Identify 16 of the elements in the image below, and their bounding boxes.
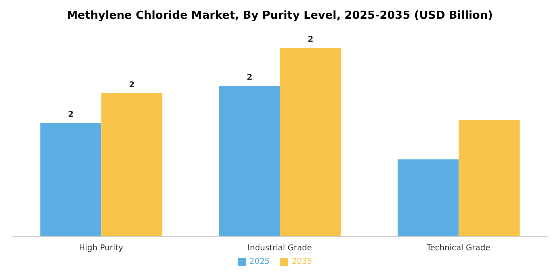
x-tick-label: Technical Grade: [426, 244, 491, 253]
data-label: 2: [246, 72, 253, 82]
legend-label: 2025: [250, 257, 270, 266]
legend-label: 2035: [292, 257, 312, 266]
bar: [219, 86, 280, 237]
bar: [40, 123, 102, 237]
x-tick-label: Industrial Grade: [248, 244, 312, 253]
bar: [102, 94, 163, 237]
data-label: 2: [308, 35, 314, 44]
data-label: 2: [129, 80, 135, 90]
x-tick-label: High Purity: [79, 244, 124, 253]
data-label: 2: [68, 110, 74, 120]
bar: [458, 120, 520, 237]
bar: [280, 48, 342, 237]
bar: [398, 160, 459, 237]
chart-title: Methylene Chloride Market, By Purity Level, 2025-2035 (USD Billion): [66, 8, 494, 24]
